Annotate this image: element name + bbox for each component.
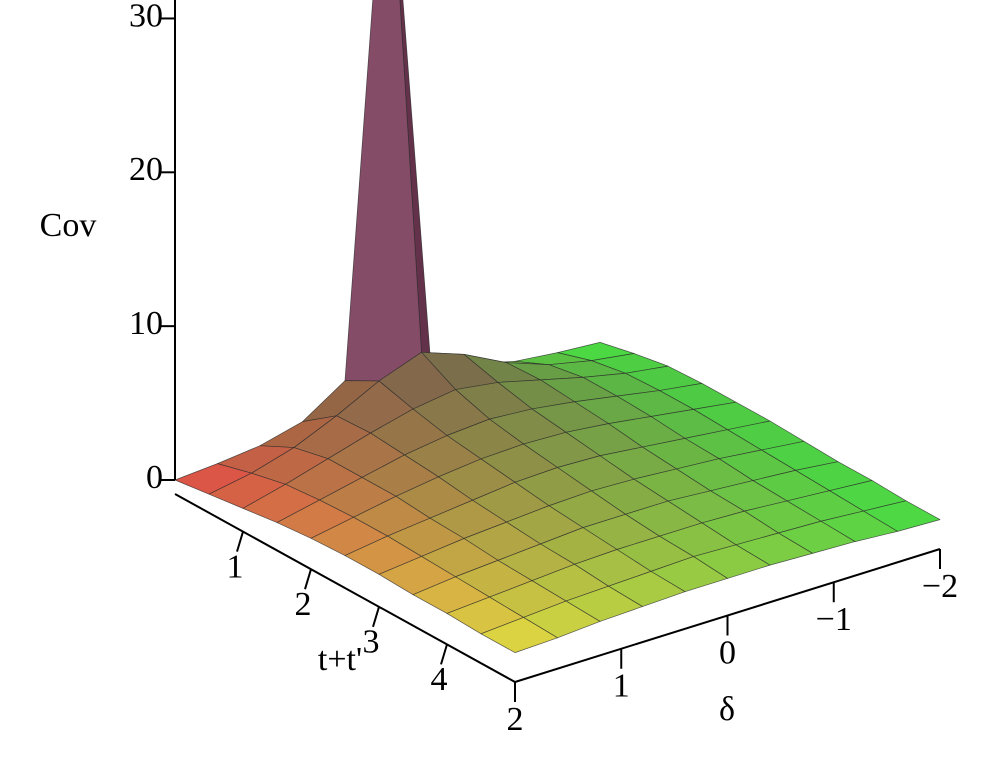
z-tick-label: 20 bbox=[129, 151, 163, 188]
z-axis-label: Cov bbox=[40, 207, 97, 244]
y-tick-label: 0 bbox=[719, 634, 736, 671]
z-tick-label: 10 bbox=[129, 305, 163, 342]
y-axis-label: δ bbox=[719, 691, 735, 728]
z-tick-label: 0 bbox=[146, 459, 163, 496]
x-tick-label: 4 bbox=[431, 661, 448, 698]
x-tick bbox=[440, 644, 448, 665]
y-tick-label: −2 bbox=[922, 568, 958, 605]
axes: 0 10 20 30 1 2 3 4 −2 −1 0 1 2 bbox=[129, 0, 958, 738]
y-tick-label: 1 bbox=[613, 668, 630, 705]
x-tick-label: 2 bbox=[295, 586, 312, 623]
x-tick bbox=[236, 531, 244, 552]
z-tick-label: 30 bbox=[129, 0, 163, 34]
x-tick bbox=[372, 606, 380, 628]
x-axis-line bbox=[174, 493, 516, 683]
y-tick-label: 2 bbox=[507, 701, 524, 738]
x-tick bbox=[304, 568, 312, 590]
surface-patch bbox=[480, 617, 558, 653]
surface-patch bbox=[344, 0, 422, 382]
x-axis-label: t+t' bbox=[318, 641, 362, 678]
x-tick-label: 1 bbox=[227, 548, 244, 585]
surface bbox=[174, 0, 941, 653]
x-tick-label: 3 bbox=[363, 624, 380, 661]
y-tick-label: −1 bbox=[816, 601, 852, 638]
